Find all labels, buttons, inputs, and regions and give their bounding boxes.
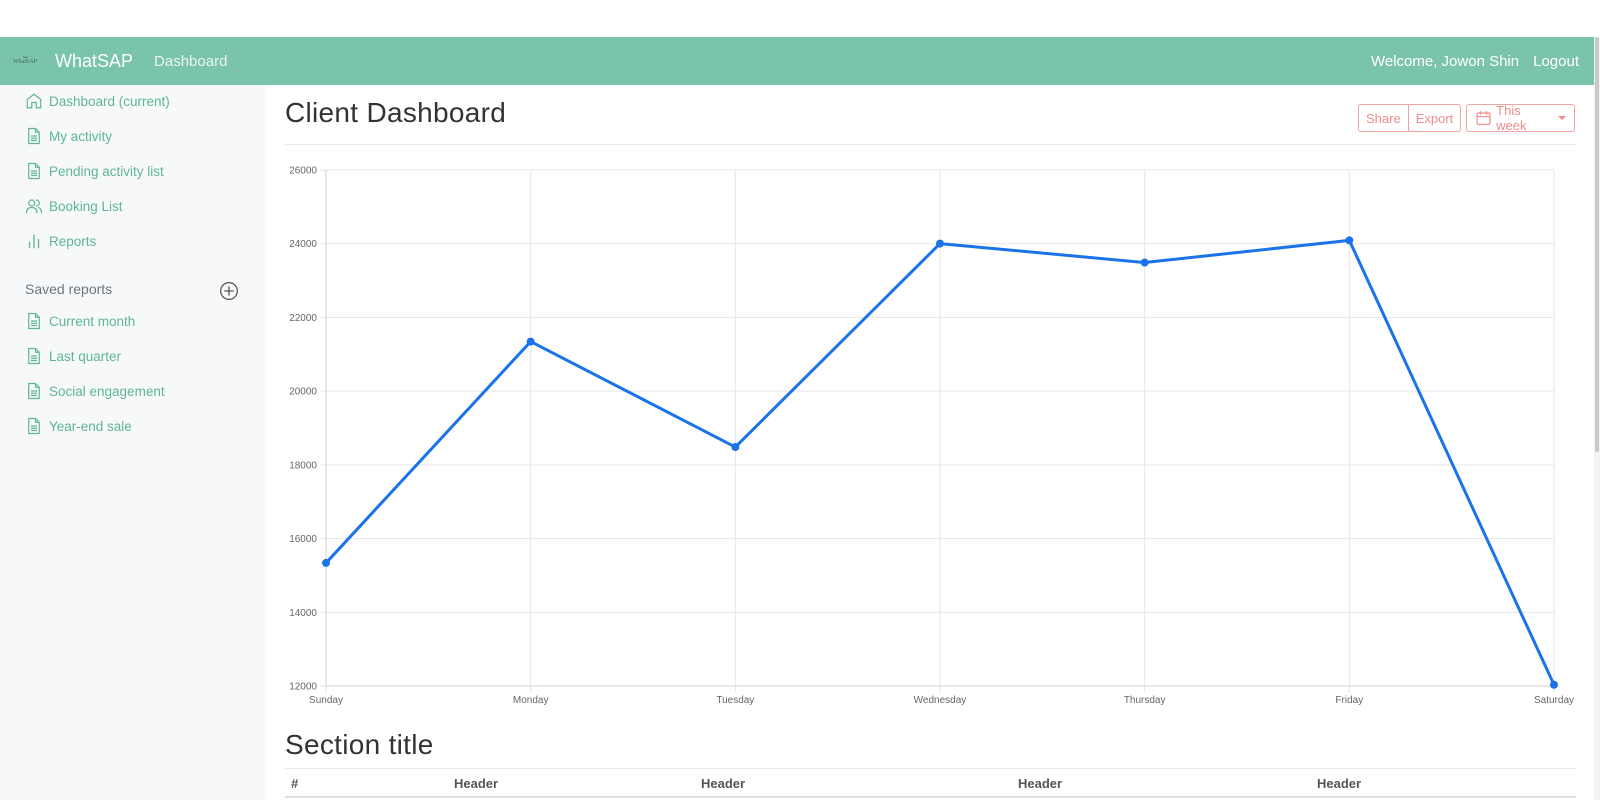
calendar-icon [1476, 110, 1491, 126]
sidebar-item-label: Dashboard (current) [49, 93, 170, 109]
saved-item-current-month[interactable]: Current month [25, 309, 135, 333]
nav-link-dashboard[interactable]: Dashboard [154, 52, 228, 70]
sidebar-item-my-activity[interactable]: My activity [25, 124, 112, 148]
file-icon [28, 127, 40, 145]
sidebar-item-label: My activity [49, 128, 113, 144]
table-header-col-1: Header [454, 776, 499, 791]
this-week-dropdown[interactable]: This week [1466, 103, 1575, 133]
saved-item-label: Last quarter [49, 348, 122, 364]
data-point [1140, 258, 1149, 267]
saved-item-year-end-sale[interactable]: Year-end sale [25, 414, 132, 438]
table-header-number: # [291, 776, 299, 791]
table-header-col-2: Header [701, 776, 746, 791]
logo-crest [23, 54, 28, 58]
scrollbar-thumb[interactable] [1595, 37, 1599, 452]
data-point [1345, 236, 1354, 245]
page-title: Client Dashboard [285, 97, 507, 128]
y-tick-label: 18000 [289, 460, 317, 471]
x-tick-label: Friday [1335, 695, 1363, 706]
y-tick-label: 26000 [289, 166, 317, 177]
title-divider [285, 144, 1576, 145]
data-point [1550, 680, 1558, 689]
data-point [936, 239, 944, 248]
this-week-label: This week [1496, 103, 1527, 133]
saved-item-social-engagement[interactable]: Social engagement [25, 379, 165, 403]
saved-reports-heading: Saved reports [25, 281, 113, 297]
logout-link[interactable]: Logout [1533, 52, 1579, 70]
file-icon [28, 162, 40, 180]
y-tick-label: 14000 [289, 608, 317, 619]
export-button[interactable]: Export [1408, 104, 1462, 132]
bar-chart-icon [28, 234, 40, 249]
saved-item-label: Year-end sale [49, 418, 132, 434]
chevron-down-icon [1558, 116, 1566, 120]
saved-item-label: Social engagement [49, 383, 165, 399]
sidebar-item-label: Pending activity list [49, 163, 164, 179]
x-tick-label: Saturday [1534, 695, 1574, 706]
y-tick-label: 12000 [289, 682, 317, 693]
sidebar-item-dashboard[interactable]: Dashboard (current) [25, 89, 170, 113]
users-icon [25, 199, 43, 214]
section-divider [285, 768, 1576, 769]
x-tick-label: Tuesday [716, 695, 754, 706]
y-tick-label: 24000 [289, 239, 317, 250]
x-tick-label: Monday [513, 695, 549, 706]
sidebar-item-reports[interactable]: Reports [25, 229, 96, 253]
section-title: Section title [285, 729, 434, 760]
brand-logo[interactable]: WhatSAP [11, 54, 39, 68]
sidebar-item-booking-list[interactable]: Booking List [25, 194, 123, 218]
brand-name[interactable]: WhatSAP [55, 50, 134, 71]
table-header-col-4: Header [1317, 776, 1362, 791]
table-header-col-3: Header [1018, 776, 1063, 791]
table-header-divider [285, 796, 1576, 798]
saved-item-label: Current month [49, 313, 136, 329]
file-icon [28, 347, 40, 365]
sidebar-item-label: Reports [49, 233, 97, 249]
data-point [526, 337, 535, 346]
welcome-text: Welcome, Jowon Shin [1370, 52, 1520, 70]
sidebar-item-label: Booking List [49, 198, 123, 214]
y-tick-label: 16000 [289, 534, 317, 545]
y-tick-label: 20000 [289, 387, 317, 398]
top-navbar: WhatSAP WhatSAP Dashboard Welcome, Jowon… [0, 37, 1594, 85]
saved-item-last-quarter[interactable]: Last quarter [25, 344, 121, 368]
x-tick-label: Thursday [1124, 695, 1166, 706]
x-tick-label: Wednesday [914, 695, 967, 706]
page-scrollbar[interactable] [1594, 37, 1600, 800]
home-icon [26, 93, 42, 109]
line-chart: 12000 14000 16000 18000 20000 22000 24000 26000… [289, 166, 1574, 707]
sidebar: Dashboard (current) My activity Pending … [0, 85, 265, 800]
y-tick-label: 22000 [289, 313, 317, 324]
share-button[interactable]: Share [1358, 104, 1409, 132]
data-point [322, 558, 330, 567]
data-point [731, 443, 740, 452]
nav-right: Welcome, Jowon Shin Logout [1371, 53, 1594, 70]
share-export-group: Share Export [1358, 104, 1462, 132]
add-report-icon[interactable] [219, 281, 239, 301]
x-tick-label: Sunday [309, 695, 343, 706]
file-icon [28, 382, 40, 400]
logo-wordmark: WhatSAP [13, 59, 37, 65]
sidebar-item-pending-activity[interactable]: Pending activity list [25, 159, 164, 183]
file-icon [28, 417, 40, 435]
file-icon [28, 312, 40, 330]
